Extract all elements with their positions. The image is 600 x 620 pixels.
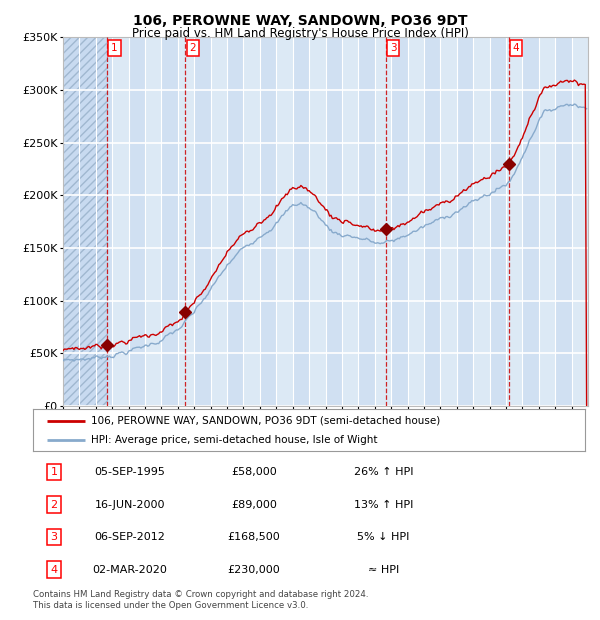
Text: ≈ HPI: ≈ HPI bbox=[368, 565, 399, 575]
Bar bbox=[555, 37, 572, 406]
Bar bbox=[391, 37, 407, 406]
Text: £168,500: £168,500 bbox=[227, 532, 280, 542]
Text: 1: 1 bbox=[50, 467, 58, 477]
Text: 13% ↑ HPI: 13% ↑ HPI bbox=[354, 500, 413, 510]
Text: 2: 2 bbox=[50, 500, 58, 510]
Text: Contains HM Land Registry data © Crown copyright and database right 2024.
This d: Contains HM Land Registry data © Crown c… bbox=[33, 590, 368, 609]
Bar bbox=[96, 37, 112, 406]
Text: 06-SEP-2012: 06-SEP-2012 bbox=[94, 532, 165, 542]
Bar bbox=[194, 37, 211, 406]
Bar bbox=[260, 37, 276, 406]
Bar bbox=[490, 37, 506, 406]
Bar bbox=[63, 37, 79, 406]
Bar bbox=[523, 37, 539, 406]
Bar bbox=[325, 37, 342, 406]
Bar bbox=[424, 37, 440, 406]
Text: 1: 1 bbox=[111, 43, 118, 53]
Bar bbox=[128, 37, 145, 406]
Bar bbox=[588, 37, 600, 406]
Text: £230,000: £230,000 bbox=[227, 565, 280, 575]
Text: 4: 4 bbox=[50, 565, 58, 575]
Bar bbox=[161, 37, 178, 406]
Text: 2: 2 bbox=[190, 43, 196, 53]
Text: HPI: Average price, semi-detached house, Isle of Wight: HPI: Average price, semi-detached house,… bbox=[91, 435, 377, 445]
Text: Price paid vs. HM Land Registry's House Price Index (HPI): Price paid vs. HM Land Registry's House … bbox=[131, 27, 469, 40]
Bar bbox=[63, 27, 108, 406]
Text: 106, PEROWNE WAY, SANDOWN, PO36 9DT (semi-detached house): 106, PEROWNE WAY, SANDOWN, PO36 9DT (sem… bbox=[91, 415, 440, 425]
Text: 106, PEROWNE WAY, SANDOWN, PO36 9DT: 106, PEROWNE WAY, SANDOWN, PO36 9DT bbox=[133, 14, 467, 28]
Text: 3: 3 bbox=[390, 43, 397, 53]
Bar bbox=[293, 37, 309, 406]
Text: £89,000: £89,000 bbox=[231, 500, 277, 510]
Text: 3: 3 bbox=[50, 532, 58, 542]
Text: 4: 4 bbox=[513, 43, 520, 53]
Bar bbox=[227, 37, 244, 406]
Text: 16-JUN-2000: 16-JUN-2000 bbox=[94, 500, 165, 510]
Text: £58,000: £58,000 bbox=[231, 467, 277, 477]
Bar bbox=[457, 37, 473, 406]
Text: 02-MAR-2020: 02-MAR-2020 bbox=[92, 565, 167, 575]
Text: 05-SEP-1995: 05-SEP-1995 bbox=[94, 467, 165, 477]
Bar bbox=[358, 37, 375, 406]
Text: 26% ↑ HPI: 26% ↑ HPI bbox=[354, 467, 413, 477]
Text: 5% ↓ HPI: 5% ↓ HPI bbox=[358, 532, 410, 542]
